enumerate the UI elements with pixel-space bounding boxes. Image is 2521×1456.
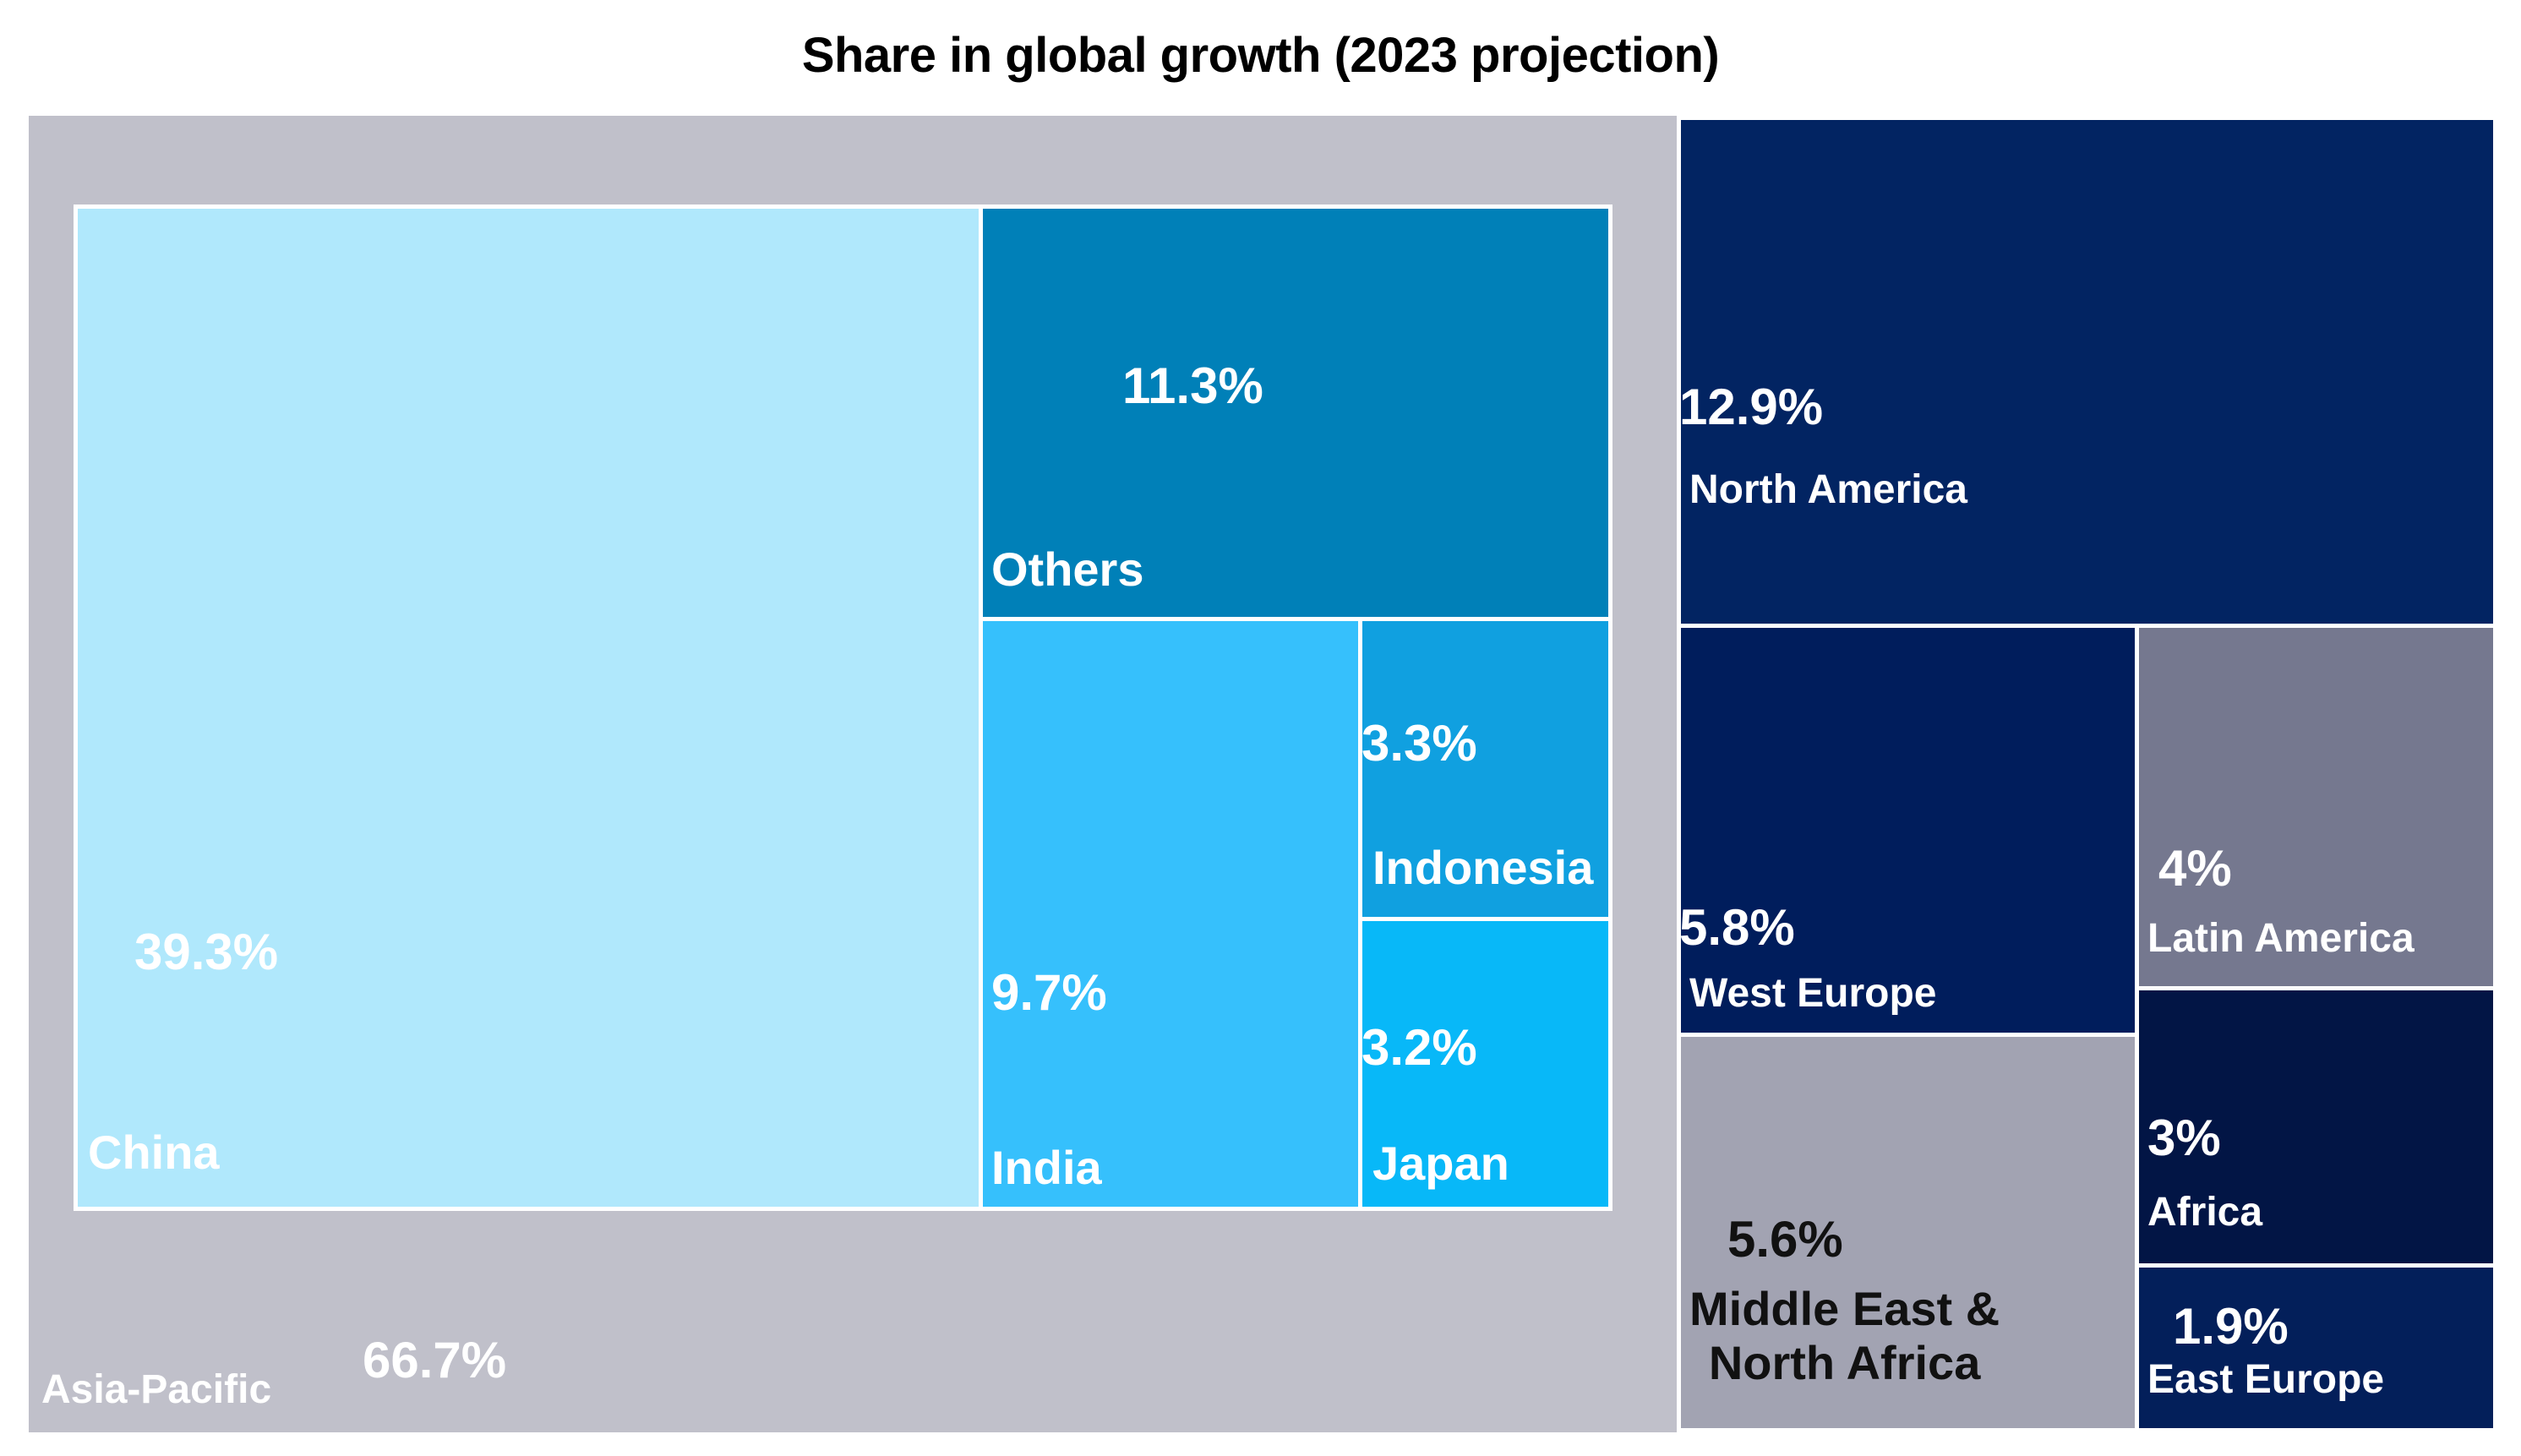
tile-north-america: 12.9% North America <box>1677 116 2497 628</box>
category-label-asia-pacific: Asia-Pacific <box>41 1367 272 1412</box>
tile-west-europe: 5.8% West Europe <box>1677 624 2139 1037</box>
tile-asia-pacific: 39.3% China 11.3% Others 9.7% India 3.3% Indone… <box>29 116 1677 1432</box>
tile-china: 39.3% China <box>74 204 983 1211</box>
tile-india: 9.7% India <box>979 617 1362 1211</box>
category-label-west-europe: West Europe <box>1689 971 1937 1016</box>
chart-title: Share in global growth (2023 projection) <box>801 28 1720 83</box>
category-label-latin-america: Latin America <box>2147 916 2415 961</box>
tile-africa: 3% Africa <box>2135 986 2497 1268</box>
value-label-india: 9.7% <box>991 964 1107 1021</box>
tile-middle-east-and-north-africa: 5.6% Middle East & North Africa <box>1677 1033 2139 1432</box>
tile-latin-america: 4% Latin America <box>2135 624 2497 990</box>
value-label-west-europe: 5.8% <box>1679 899 1795 956</box>
value-label-others: 11.3% <box>1122 357 1263 414</box>
value-label-japan: 3.2% <box>1361 1019 1477 1076</box>
value-label-asia-pacific: 66.7% <box>363 1332 507 1388</box>
category-label-china: China <box>88 1126 220 1179</box>
category-label-east-europe: East Europe <box>2147 1357 2385 1402</box>
value-label-latin-america: 4% <box>2158 840 2232 897</box>
value-label-east-europe: 1.9% <box>2173 1298 2289 1355</box>
category-label-middle-east-and-north-africa: Middle East & North Africa <box>1689 1282 2000 1390</box>
tile-japan: 3.2% Japan <box>1358 917 1612 1211</box>
tile-others: 11.3% Others <box>979 204 1612 621</box>
category-label-indonesia: Indonesia <box>1372 841 1594 894</box>
value-label-africa: 3% <box>2147 1110 2221 1166</box>
tile-east-europe: 1.9% East Europe <box>2135 1263 2497 1432</box>
category-label-africa: Africa <box>2147 1190 2263 1235</box>
category-label-india: India <box>991 1141 1102 1194</box>
category-label-others: Others <box>991 543 1144 596</box>
category-label-north-america: North America <box>1689 467 1967 512</box>
value-label-middle-east-and-north-africa: 5.6% <box>1727 1211 1843 1268</box>
value-label-north-america: 12.9% <box>1679 379 1824 435</box>
tile-indonesia: 3.3% Indonesia <box>1358 617 1612 921</box>
category-label-japan: Japan <box>1372 1137 1509 1190</box>
value-label-china: 39.3% <box>134 924 279 980</box>
value-label-indonesia: 3.3% <box>1361 715 1477 772</box>
